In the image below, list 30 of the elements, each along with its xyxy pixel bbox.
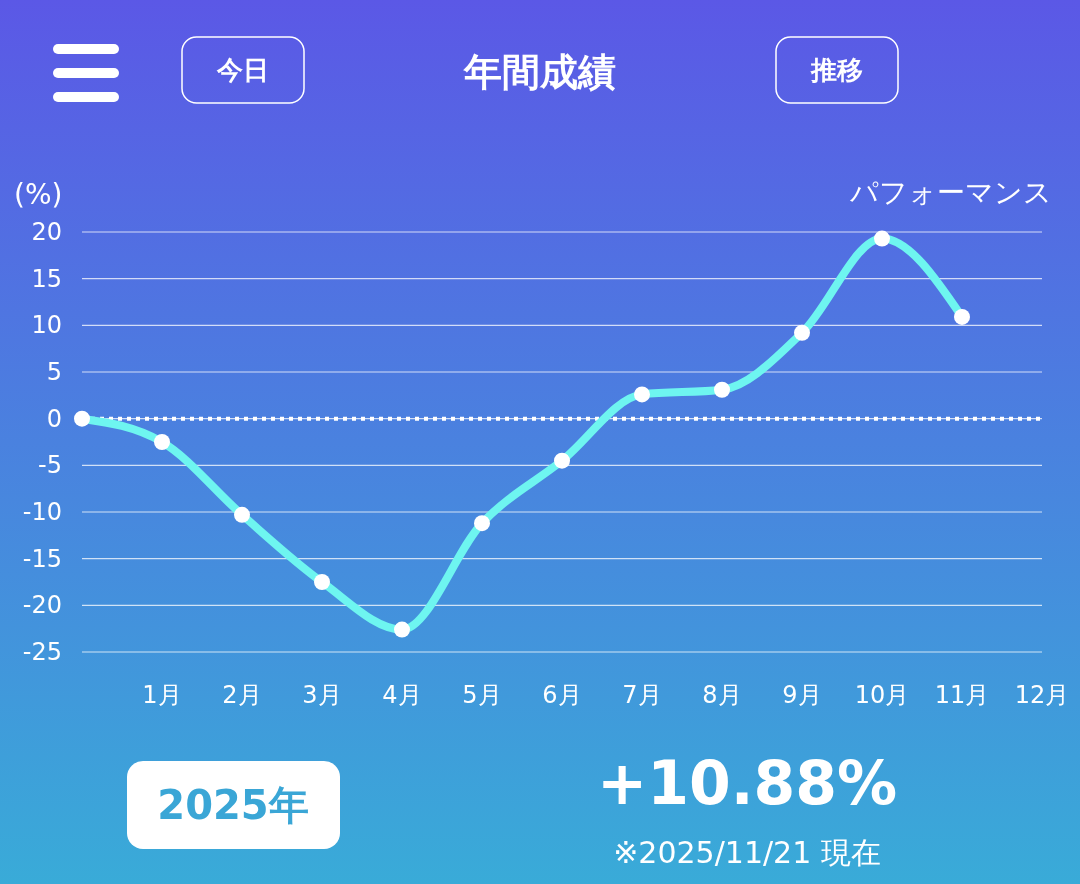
x-tick-label: 8月 bbox=[702, 681, 742, 709]
text: ※2025/11/21 現在 bbox=[613, 834, 881, 870]
x-tick-label: 4月 bbox=[382, 681, 422, 709]
x-tick-label: 2月 bbox=[222, 681, 262, 709]
x-tick-label: 1月 bbox=[142, 681, 182, 709]
x-tick-label: 7月 bbox=[622, 681, 662, 709]
y-tick-label: -25 bbox=[22, 638, 62, 666]
chart-title: 年間成績 bbox=[463, 50, 616, 94]
text: 2025年 bbox=[157, 782, 309, 828]
y-tick-label: -10 bbox=[22, 498, 62, 526]
text: パフォーマンス bbox=[849, 175, 1052, 209]
x-tick-label: 3月 bbox=[302, 681, 342, 709]
x-tick-label: 12月 bbox=[1014, 681, 1070, 709]
x-tick-label: 5月 bbox=[462, 681, 502, 709]
y-tick-label: 5 bbox=[46, 358, 62, 386]
y-tick-label: -15 bbox=[22, 544, 62, 573]
y-tick-label: 0 bbox=[46, 404, 62, 433]
button: 推移 bbox=[775, 36, 899, 104]
x-tick-label: 10月 bbox=[854, 681, 910, 709]
x-tick-label: 9月 bbox=[782, 681, 822, 709]
y-tick-label: -5 bbox=[38, 451, 62, 480]
y-tick-label: 10 bbox=[31, 311, 62, 340]
x-tick-label: 6月 bbox=[542, 681, 582, 709]
text: +10.88% bbox=[596, 748, 898, 818]
y-tick-label: -20 bbox=[22, 591, 62, 620]
y-tick-label: 15 bbox=[31, 264, 62, 293]
button: 今日 bbox=[181, 36, 305, 104]
x-tick-label: 11月 bbox=[934, 681, 990, 709]
y-axis-title: (%) bbox=[14, 177, 63, 211]
y-tick-label: 20 bbox=[31, 218, 62, 246]
